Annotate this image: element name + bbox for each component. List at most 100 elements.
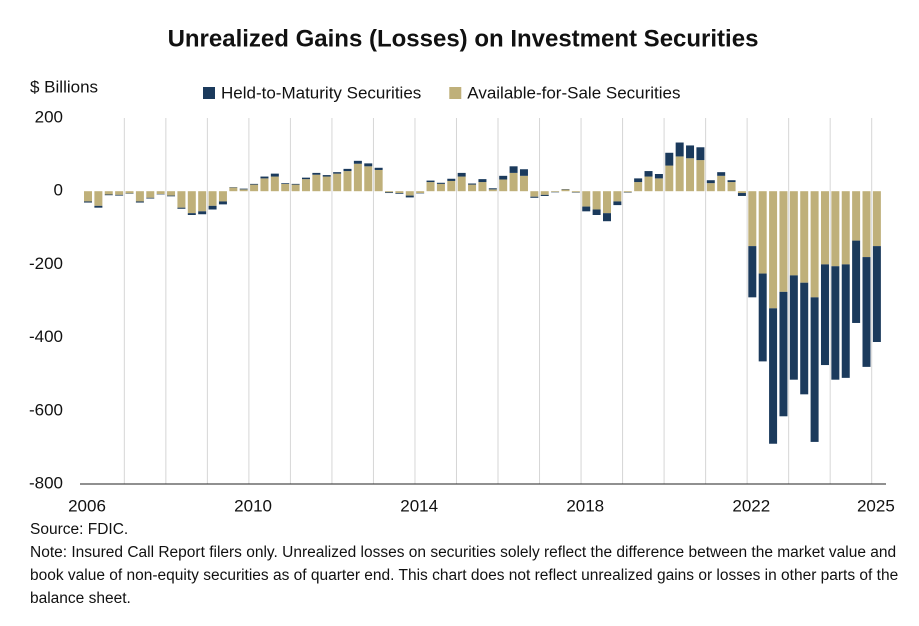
y-tick-label: -800 <box>29 473 63 492</box>
bar <box>177 207 186 209</box>
bar <box>488 188 497 190</box>
bar <box>530 191 539 197</box>
bar <box>665 165 674 192</box>
bar <box>135 201 144 203</box>
bar <box>198 191 207 212</box>
bar <box>862 257 871 367</box>
notes: Source: FDIC. Note: Insured Call Report … <box>30 518 910 610</box>
chart-title: Unrealized Gains (Losses) on Investment … <box>168 25 759 52</box>
bar <box>509 166 518 173</box>
bar <box>499 179 508 192</box>
bar <box>831 191 840 267</box>
bar <box>218 191 227 202</box>
bar <box>758 273 767 362</box>
bar <box>603 191 611 214</box>
x-tick-label: 2010 <box>234 496 272 515</box>
bar <box>281 183 290 184</box>
bar <box>789 275 798 380</box>
bar <box>582 206 591 212</box>
bar <box>800 191 809 283</box>
bar <box>561 189 570 192</box>
legend-swatch <box>449 87 462 99</box>
bar <box>156 191 165 195</box>
bar <box>582 191 591 207</box>
bar <box>301 179 310 192</box>
bar <box>841 191 850 265</box>
bar <box>862 191 871 258</box>
bar <box>457 176 466 192</box>
chart: Unrealized Gains (Losses) on Investment … <box>29 25 895 515</box>
bar <box>260 178 269 192</box>
bar <box>385 191 394 193</box>
bar <box>613 191 622 202</box>
bar <box>135 191 144 202</box>
y-axis-label: $ Billions <box>30 77 98 96</box>
bar <box>654 178 663 192</box>
bar <box>717 175 726 192</box>
bar <box>353 160 362 164</box>
bar <box>281 183 290 192</box>
legend-label: Available-for-Sale Securities <box>467 83 680 102</box>
bar <box>841 264 850 378</box>
bar <box>94 205 103 208</box>
bar <box>374 169 383 192</box>
bar <box>291 184 300 192</box>
bar <box>333 173 342 192</box>
bar <box>530 196 539 198</box>
bar <box>395 193 404 194</box>
bar <box>115 194 124 196</box>
bar <box>748 191 757 247</box>
bar <box>426 180 435 183</box>
bar <box>737 191 746 194</box>
x-tick-label: 2025 <box>857 496 895 515</box>
bar <box>94 191 103 206</box>
bar <box>748 246 757 298</box>
bar <box>592 191 601 210</box>
bar <box>270 173 279 177</box>
bar <box>468 184 477 192</box>
bar <box>696 147 705 161</box>
bar <box>852 240 861 323</box>
bar <box>519 169 528 176</box>
bar <box>343 168 352 172</box>
bar <box>872 246 881 342</box>
bar <box>385 192 394 194</box>
bar <box>613 201 622 206</box>
bar <box>364 163 373 167</box>
bar <box>665 152 674 166</box>
bar <box>270 176 279 192</box>
bar <box>654 173 663 179</box>
bar <box>551 191 560 192</box>
x-tick-label: 2018 <box>566 496 604 515</box>
bar <box>779 291 788 417</box>
bar <box>758 191 767 274</box>
bar <box>686 145 695 159</box>
bar <box>571 191 580 193</box>
bar <box>84 201 92 203</box>
bar <box>509 172 518 192</box>
bar <box>592 209 601 215</box>
bar <box>115 191 124 195</box>
bar <box>820 191 829 265</box>
bar <box>468 183 477 185</box>
bar <box>208 205 217 210</box>
bar <box>343 171 352 192</box>
bar <box>239 189 248 192</box>
bar <box>146 191 155 198</box>
bar <box>727 182 736 192</box>
bar <box>125 191 134 194</box>
bar <box>769 191 778 309</box>
bar <box>488 189 497 192</box>
legend-label: Held-to-Maturity Securities <box>221 83 421 102</box>
bar <box>499 175 508 180</box>
bar <box>644 171 653 177</box>
bar <box>436 183 445 192</box>
bar <box>333 172 342 174</box>
bar <box>239 188 248 190</box>
bar <box>447 178 456 181</box>
bar <box>218 201 227 205</box>
bar <box>405 191 414 196</box>
bar <box>395 191 404 194</box>
bar <box>675 156 684 192</box>
bar <box>250 183 259 185</box>
